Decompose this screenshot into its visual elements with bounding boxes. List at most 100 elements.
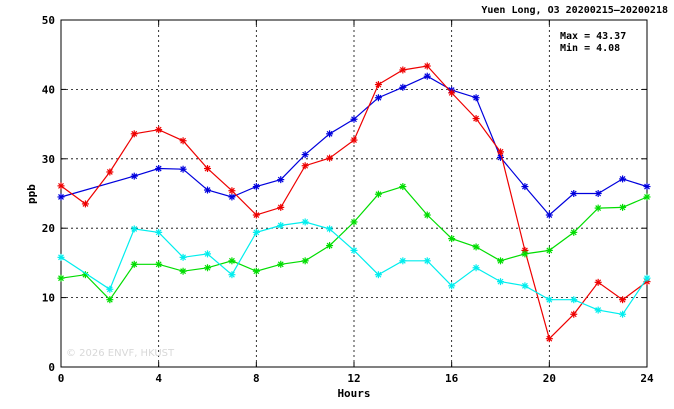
data-point	[399, 66, 407, 74]
data-point	[326, 225, 334, 233]
data-point	[155, 260, 163, 268]
series-layer	[57, 62, 651, 343]
data-point	[350, 136, 358, 144]
data-point	[252, 211, 260, 219]
data-point	[472, 94, 480, 102]
data-point	[179, 253, 187, 261]
data-point	[619, 310, 627, 318]
data-point	[374, 190, 382, 198]
data-point	[228, 187, 236, 195]
x-axis-label: Hours	[337, 387, 370, 400]
data-point	[594, 190, 602, 197]
data-point	[619, 203, 627, 211]
plot-area	[60, 19, 648, 368]
data-point	[545, 296, 553, 304]
y-tick-label: 10	[42, 292, 55, 305]
watermark: © 2026 ENVF, HKUST	[66, 348, 175, 359]
data-point	[228, 257, 236, 265]
data-point	[106, 168, 114, 176]
data-point	[204, 250, 211, 258]
data-point	[423, 72, 431, 80]
data-point	[277, 221, 285, 229]
data-point	[81, 200, 89, 208]
y-tick-label: 40	[42, 83, 55, 96]
data-point	[594, 306, 602, 314]
data-point	[326, 242, 334, 250]
data-point	[350, 115, 358, 123]
data-point	[350, 218, 358, 226]
data-point	[374, 81, 382, 89]
data-point	[399, 83, 407, 91]
data-point	[643, 183, 651, 191]
data-point	[472, 243, 480, 251]
x-tick-label: 16	[445, 372, 459, 385]
data-point	[472, 264, 480, 272]
data-point	[277, 176, 285, 184]
chart-title: Yuen Long, O3 20200215—20200218	[481, 5, 668, 16]
data-point	[155, 165, 163, 173]
data-point	[179, 137, 187, 145]
series-line-3	[60, 221, 648, 315]
data-point	[57, 274, 65, 282]
data-point	[570, 228, 578, 236]
data-point	[228, 271, 236, 279]
x-tick-label: 8	[253, 372, 260, 385]
data-point	[179, 267, 187, 275]
data-point	[643, 274, 651, 282]
data-point	[326, 130, 334, 138]
data-point	[423, 62, 431, 70]
data-point	[252, 228, 260, 236]
axis-ticks: 0 4 8 12 16 20 24 0 10 20 30 40 50	[42, 14, 654, 385]
data-point	[472, 115, 480, 123]
data-point	[399, 183, 407, 191]
data-point	[619, 296, 627, 304]
max-stat: Max = 43.37	[560, 31, 626, 42]
data-point	[570, 310, 578, 318]
data-point	[423, 257, 431, 265]
data-point	[155, 126, 163, 134]
data-point	[106, 296, 114, 304]
data-point	[204, 165, 211, 173]
data-point	[619, 175, 627, 183]
data-point	[643, 193, 651, 201]
data-point	[399, 257, 407, 265]
data-point	[228, 193, 236, 201]
x-tick-label: 4	[155, 372, 162, 385]
data-point	[374, 271, 382, 279]
x-tick-label: 24	[640, 372, 654, 385]
data-point	[497, 278, 504, 286]
x-tick-label: 0	[58, 372, 65, 385]
data-point	[179, 165, 187, 173]
data-point	[423, 211, 431, 219]
data-point	[277, 203, 285, 211]
data-point	[545, 211, 553, 219]
data-point	[545, 246, 553, 254]
data-point	[374, 94, 382, 102]
data-point	[521, 282, 529, 290]
data-point	[57, 193, 65, 201]
data-point	[326, 154, 334, 162]
data-point	[130, 172, 138, 180]
data-point	[545, 335, 553, 343]
data-point	[448, 89, 456, 97]
min-stat: Min = 4.08	[560, 42, 620, 54]
data-point	[570, 296, 578, 304]
data-point	[106, 285, 114, 293]
data-point	[301, 151, 309, 159]
y-tick-label: 30	[42, 153, 55, 166]
data-point	[301, 218, 309, 226]
data-point	[204, 264, 211, 272]
data-point	[204, 186, 211, 194]
data-point	[570, 190, 578, 197]
data-point	[301, 162, 309, 170]
data-point	[57, 182, 65, 190]
data-point	[448, 235, 456, 243]
data-point	[594, 204, 602, 212]
data-point	[155, 228, 163, 236]
data-point	[57, 253, 65, 261]
data-point	[497, 148, 504, 156]
data-point	[301, 257, 309, 265]
data-point	[130, 260, 138, 268]
data-point	[497, 257, 504, 265]
